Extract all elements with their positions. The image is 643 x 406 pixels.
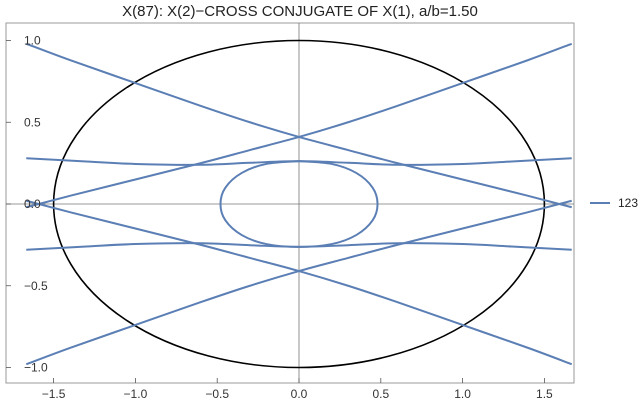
x-tick-label: −1.0 (124, 387, 148, 401)
x-tick-label: −1.5 (42, 387, 66, 401)
y-tick-label: −1.0 (24, 361, 48, 375)
ellipse-layer (52, 39, 546, 369)
x-tick-label: 1.0 (454, 387, 471, 401)
legend: 123 (590, 196, 638, 210)
series-layer (25, 42, 573, 366)
x-tick-label: 0.5 (372, 387, 389, 401)
series-curve-1 (26, 42, 573, 209)
reference-ellipse (52, 39, 546, 369)
y-tick-label: 0.5 (24, 115, 41, 129)
series-curve-3 (25, 199, 572, 366)
x-tick-label: 1.5 (536, 387, 553, 401)
series-curve-6 (219, 160, 379, 248)
legend-label: 123 (618, 196, 638, 210)
tick-layer: −1.5 −1.0 −0.5 0.0 0.5 1.0 1.5 1.0 0.5 0.0 −0.5 −1.… (6, 34, 553, 401)
zero-axes (6, 23, 574, 383)
plot-frame (5, 22, 575, 384)
y-tick-label: 1.0 (24, 34, 41, 48)
plot-frame-rect (5, 22, 575, 384)
x-tick-label: −0.5 (205, 387, 229, 401)
chart-title: X(87): X(2)−CROSS CONJUGATE OF X(1), a/b… (122, 3, 478, 20)
x-tick-label: 0.0 (291, 387, 308, 401)
y-tick-label: −0.5 (24, 279, 48, 293)
y-tick-label: 0.0 (24, 197, 41, 211)
